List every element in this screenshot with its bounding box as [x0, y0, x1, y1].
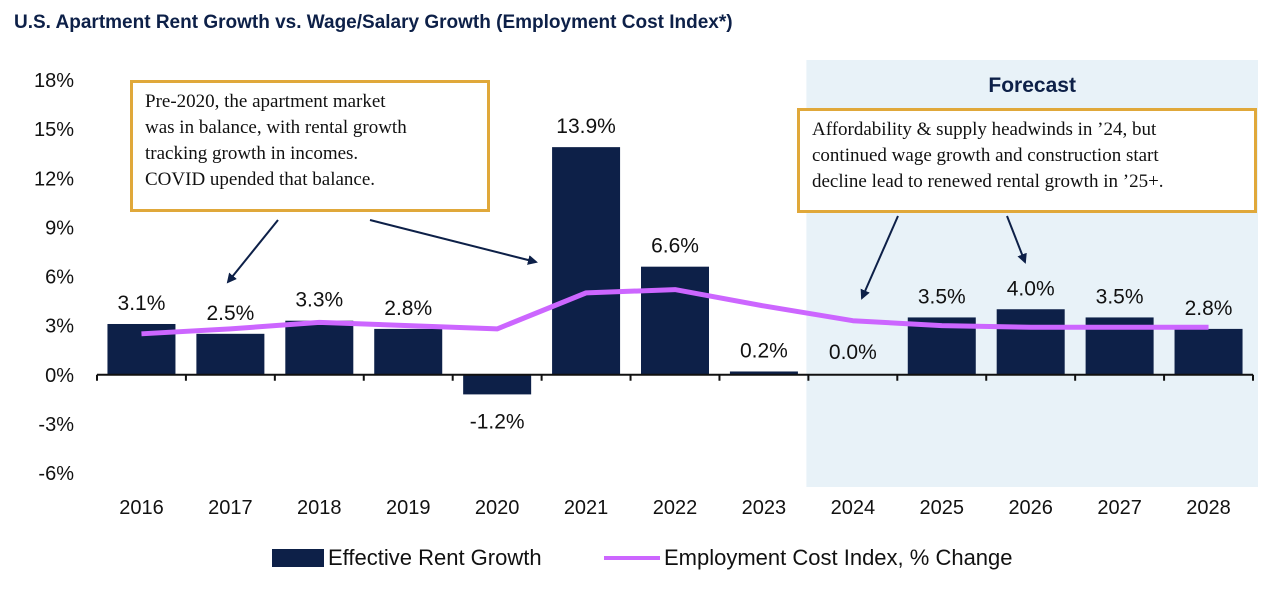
bar-label-2022: 6.6%: [651, 235, 699, 258]
x-tick-label: 2018: [297, 497, 342, 519]
callout-line: was in balance, with rental growth: [145, 117, 407, 138]
x-tick-label: 2024: [831, 497, 876, 519]
bar-label-2025: 3.5%: [918, 285, 966, 308]
bar-2026: [996, 309, 1065, 375]
callout-arrows: [226, 215, 1027, 300]
bar-label-2028: 2.8%: [1185, 297, 1233, 320]
eci-line: [141, 287, 1209, 337]
callout-forecast: Affordability & supply headwinds in ’24,…: [797, 108, 1257, 213]
arrow-to-2026: [1006, 215, 1027, 264]
bar-2028: [1174, 328, 1243, 375]
bar-label-2016: 3.1%: [118, 292, 166, 315]
y-tick-label: 12%: [34, 168, 74, 190]
x-tick-marks: [96, 374, 1254, 381]
bar-data-labels: 3.1% 2.5% 3.3% 2.8% -1.2% 13.9% 6.6% 0.2% 0.0% 3.…: [118, 115, 1233, 433]
bar-2020: [463, 374, 532, 395]
callout-line: tracking growth in incomes.: [145, 143, 359, 164]
bar-2021: [552, 147, 621, 375]
bar-label-2020: -1.2%: [470, 410, 525, 433]
legend: Effective Rent Growth Employment Cost In…: [0, 545, 1280, 575]
callout-line: Affordability & supply headwinds in ’24,…: [812, 119, 1157, 140]
callout-line: Pre-2020, the apartment market: [145, 91, 386, 112]
bar-2018: [285, 320, 354, 375]
y-tick-label: 15%: [34, 119, 74, 141]
arrow-to-2021: [369, 219, 538, 265]
x-tick-label: 2017: [208, 497, 253, 519]
legend-item-rent-growth: Effective Rent Growth: [272, 545, 542, 571]
x-tick-label: 2025: [920, 497, 965, 519]
legend-label: Effective Rent Growth: [328, 545, 542, 570]
bar-label-2017: 2.5%: [206, 302, 254, 325]
forecast-label: Forecast: [988, 74, 1076, 97]
legend-bar-swatch: [272, 549, 324, 567]
x-axis-labels: 2016 2017 2018 2019 2020 2021 2022 2023 2024 2025…: [119, 497, 1231, 519]
x-tick-label: 2027: [1097, 497, 1142, 519]
y-tick-label: 9%: [45, 217, 74, 239]
legend-label: Employment Cost Index, % Change: [664, 545, 1013, 570]
bar-series: [107, 147, 1243, 395]
y-tick-label: 18%: [34, 70, 74, 92]
callout-line: COVID upended that balance.: [145, 169, 376, 190]
y-tick-label: -3%: [38, 414, 74, 436]
x-tick-label: 2019: [386, 497, 431, 519]
bar-2019: [374, 328, 443, 375]
y-axis-labels: 18% 15% 12% 9% 6% 3% 0% -3% -6%: [34, 70, 74, 485]
x-tick-label: 2022: [653, 497, 698, 519]
y-tick-label: 6%: [45, 267, 74, 289]
bar-label-2018: 3.3%: [295, 289, 343, 312]
bar-label-2026: 4.0%: [1007, 277, 1055, 300]
y-tick-label: 3%: [45, 316, 74, 338]
y-tick-label: 0%: [45, 365, 74, 387]
y-tick-label: -6%: [38, 463, 74, 485]
legend-line-swatch: [604, 556, 660, 560]
chart-title: U.S. Apartment Rent Growth vs. Wage/Sala…: [14, 12, 733, 33]
callout-pre-2020: Pre-2020, the apartment market was in ba…: [130, 80, 490, 212]
x-tick-label: 2020: [475, 497, 520, 519]
x-tick-label: 2028: [1186, 497, 1231, 519]
bar-2022: [641, 266, 709, 375]
bar-2023: [729, 371, 798, 375]
callout-line: decline lead to renewed rental growth in…: [812, 171, 1164, 192]
x-tick-label: 2023: [742, 497, 787, 519]
x-tick-label: 2026: [1008, 497, 1053, 519]
bar-label-2023: 0.2%: [740, 339, 788, 362]
bar-label-2027: 3.5%: [1096, 285, 1144, 308]
legend-item-eci: Employment Cost Index, % Change: [604, 545, 1013, 571]
bar-2017: [196, 333, 265, 375]
callout-line: continued wage growth and construction s…: [812, 145, 1159, 166]
arrow-to-2024: [860, 215, 899, 300]
arrow-to-2017: [226, 219, 279, 284]
bar-label-2021: 13.9%: [556, 115, 616, 138]
bar-label-2019: 2.8%: [384, 297, 432, 320]
x-tick-label: 2016: [119, 497, 164, 519]
bar-label-2024: 0.0%: [829, 341, 877, 364]
x-tick-label: 2021: [564, 497, 609, 519]
